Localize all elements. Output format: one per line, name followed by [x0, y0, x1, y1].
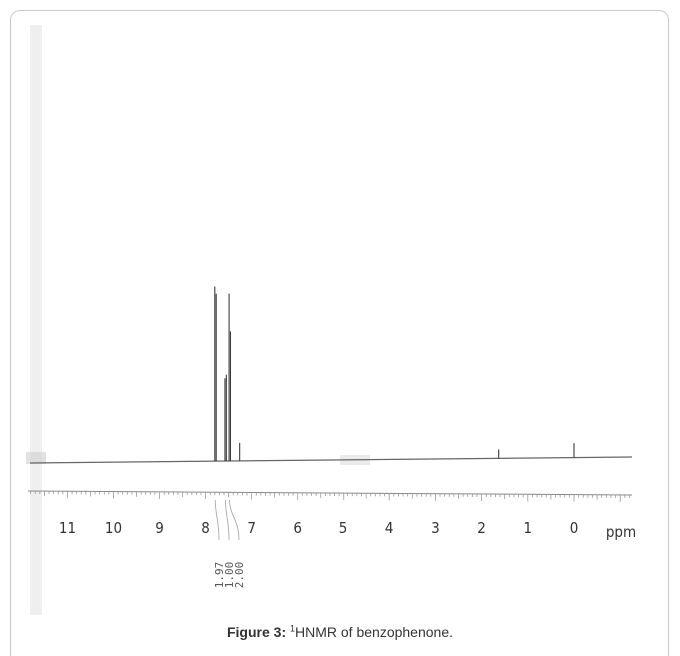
x-tick-label: 8: [201, 519, 210, 537]
spectrum-baseline: [29, 456, 633, 464]
caption-label: Figure 3:: [226, 624, 287, 640]
integral-bracket: [214, 499, 220, 541]
integral-bracket: [229, 499, 240, 541]
x-tick-label: 3: [431, 519, 440, 537]
scan-shadow: [30, 25, 42, 615]
figure-caption: Figure 3: 1HNMR of benzophenone.: [0, 624, 680, 640]
x-axis-unit-label: ppm: [606, 523, 636, 541]
integral-value: 2.00: [233, 562, 246, 589]
x-tick-label: 6: [293, 519, 302, 537]
x-tick-label: 7: [247, 519, 256, 537]
x-tick-label: 2: [477, 519, 486, 537]
figure-frame: [10, 10, 669, 656]
x-tick-label: 10: [105, 519, 122, 537]
integral-value: 1.97: [213, 562, 226, 589]
x-tick-label: 5: [339, 519, 348, 537]
x-tick-label: 0: [570, 519, 579, 537]
x-tick-label: 11: [59, 519, 76, 537]
caption-superscript: 1: [290, 623, 296, 634]
scan-smudge: [26, 452, 46, 464]
x-tick-label: 9: [155, 519, 164, 537]
x-tick-label: 1: [524, 519, 533, 537]
x-tick-label: 4: [385, 519, 394, 537]
integral-bracket: [224, 499, 230, 541]
caption-text: HNMR of benzophenone.: [295, 624, 454, 640]
integral-value: 1.00: [223, 562, 236, 589]
